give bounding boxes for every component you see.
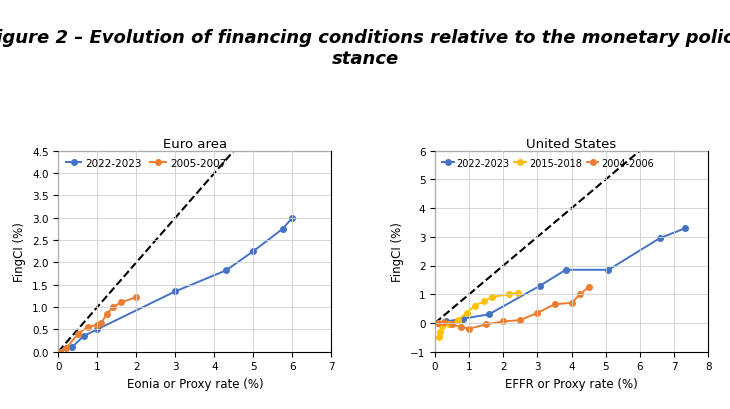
2022-2023 — [288, 216, 297, 220]
2015-2018 — [479, 299, 488, 304]
2005-2007 — [83, 325, 92, 330]
Y-axis label: FingCI (%): FingCI (%) — [391, 222, 404, 281]
2015-2018 — [471, 303, 480, 308]
2004-2006 — [533, 311, 542, 316]
2022-2023 — [536, 283, 545, 288]
Text: Figure 2 – Evolution of financing conditions relative to the monetary policy
sta: Figure 2 – Evolution of financing condit… — [0, 29, 730, 67]
Title: United States: United States — [526, 137, 617, 150]
Legend: 2022-2023, 2015-2018, 2004-2006: 2022-2023, 2015-2018, 2004-2006 — [440, 156, 656, 170]
2004-2006 — [434, 321, 442, 326]
2005-2007 — [103, 311, 112, 316]
2004-2006 — [482, 322, 491, 327]
2022-2023 — [459, 317, 468, 321]
2004-2006 — [465, 326, 474, 331]
Line: 2004-2006: 2004-2006 — [435, 285, 591, 332]
Line: 2022-2023: 2022-2023 — [58, 216, 295, 355]
2015-2018 — [504, 292, 513, 297]
2004-2006 — [584, 285, 593, 290]
Y-axis label: FingCI (%): FingCI (%) — [13, 222, 26, 281]
2022-2023 — [561, 267, 570, 272]
2022-2023 — [485, 312, 493, 317]
Legend: 2022-2023, 2005-2007: 2022-2023, 2005-2007 — [64, 157, 228, 171]
2004-2006 — [456, 325, 465, 330]
2015-2018 — [462, 311, 471, 316]
2022-2023 — [681, 226, 690, 231]
2015-2018 — [488, 295, 496, 300]
Line: 2005-2007: 2005-2007 — [58, 294, 139, 355]
2022-2023 — [442, 319, 450, 324]
2022-2023 — [68, 345, 77, 350]
2022-2023 — [93, 327, 101, 332]
2004-2006 — [499, 319, 508, 324]
2015-2018 — [435, 335, 444, 340]
Line: 2022-2023: 2022-2023 — [435, 226, 688, 326]
2005-2007 — [132, 295, 141, 300]
2015-2018 — [513, 290, 522, 295]
2022-2023 — [56, 349, 65, 354]
2022-2023 — [278, 227, 287, 232]
2005-2007 — [116, 300, 125, 305]
2004-2006 — [576, 292, 585, 297]
2015-2018 — [453, 318, 462, 323]
2022-2023 — [171, 289, 180, 294]
2005-2007 — [74, 331, 82, 336]
Line: 2015-2018: 2015-2018 — [437, 290, 520, 340]
2005-2007 — [62, 346, 71, 351]
2004-2006 — [516, 318, 525, 323]
2022-2023 — [604, 267, 613, 272]
2005-2007 — [109, 305, 118, 310]
2022-2023 — [249, 249, 258, 254]
2005-2007 — [56, 349, 65, 354]
2004-2006 — [567, 301, 576, 306]
2004-2006 — [447, 322, 456, 327]
2005-2007 — [97, 320, 106, 325]
2022-2023 — [80, 334, 88, 339]
X-axis label: EFFR or Proxy rate (%): EFFR or Proxy rate (%) — [505, 377, 638, 390]
2015-2018 — [445, 322, 454, 327]
2015-2018 — [437, 324, 446, 328]
Title: Euro area: Euro area — [163, 137, 227, 150]
2022-2023 — [656, 236, 664, 241]
2004-2006 — [439, 320, 448, 325]
2005-2007 — [93, 323, 101, 328]
X-axis label: Eonia or Proxy rate (%): Eonia or Proxy rate (%) — [126, 377, 264, 390]
2004-2006 — [550, 302, 559, 307]
2022-2023 — [434, 321, 442, 326]
2022-2023 — [222, 268, 231, 273]
2015-2018 — [436, 329, 445, 334]
